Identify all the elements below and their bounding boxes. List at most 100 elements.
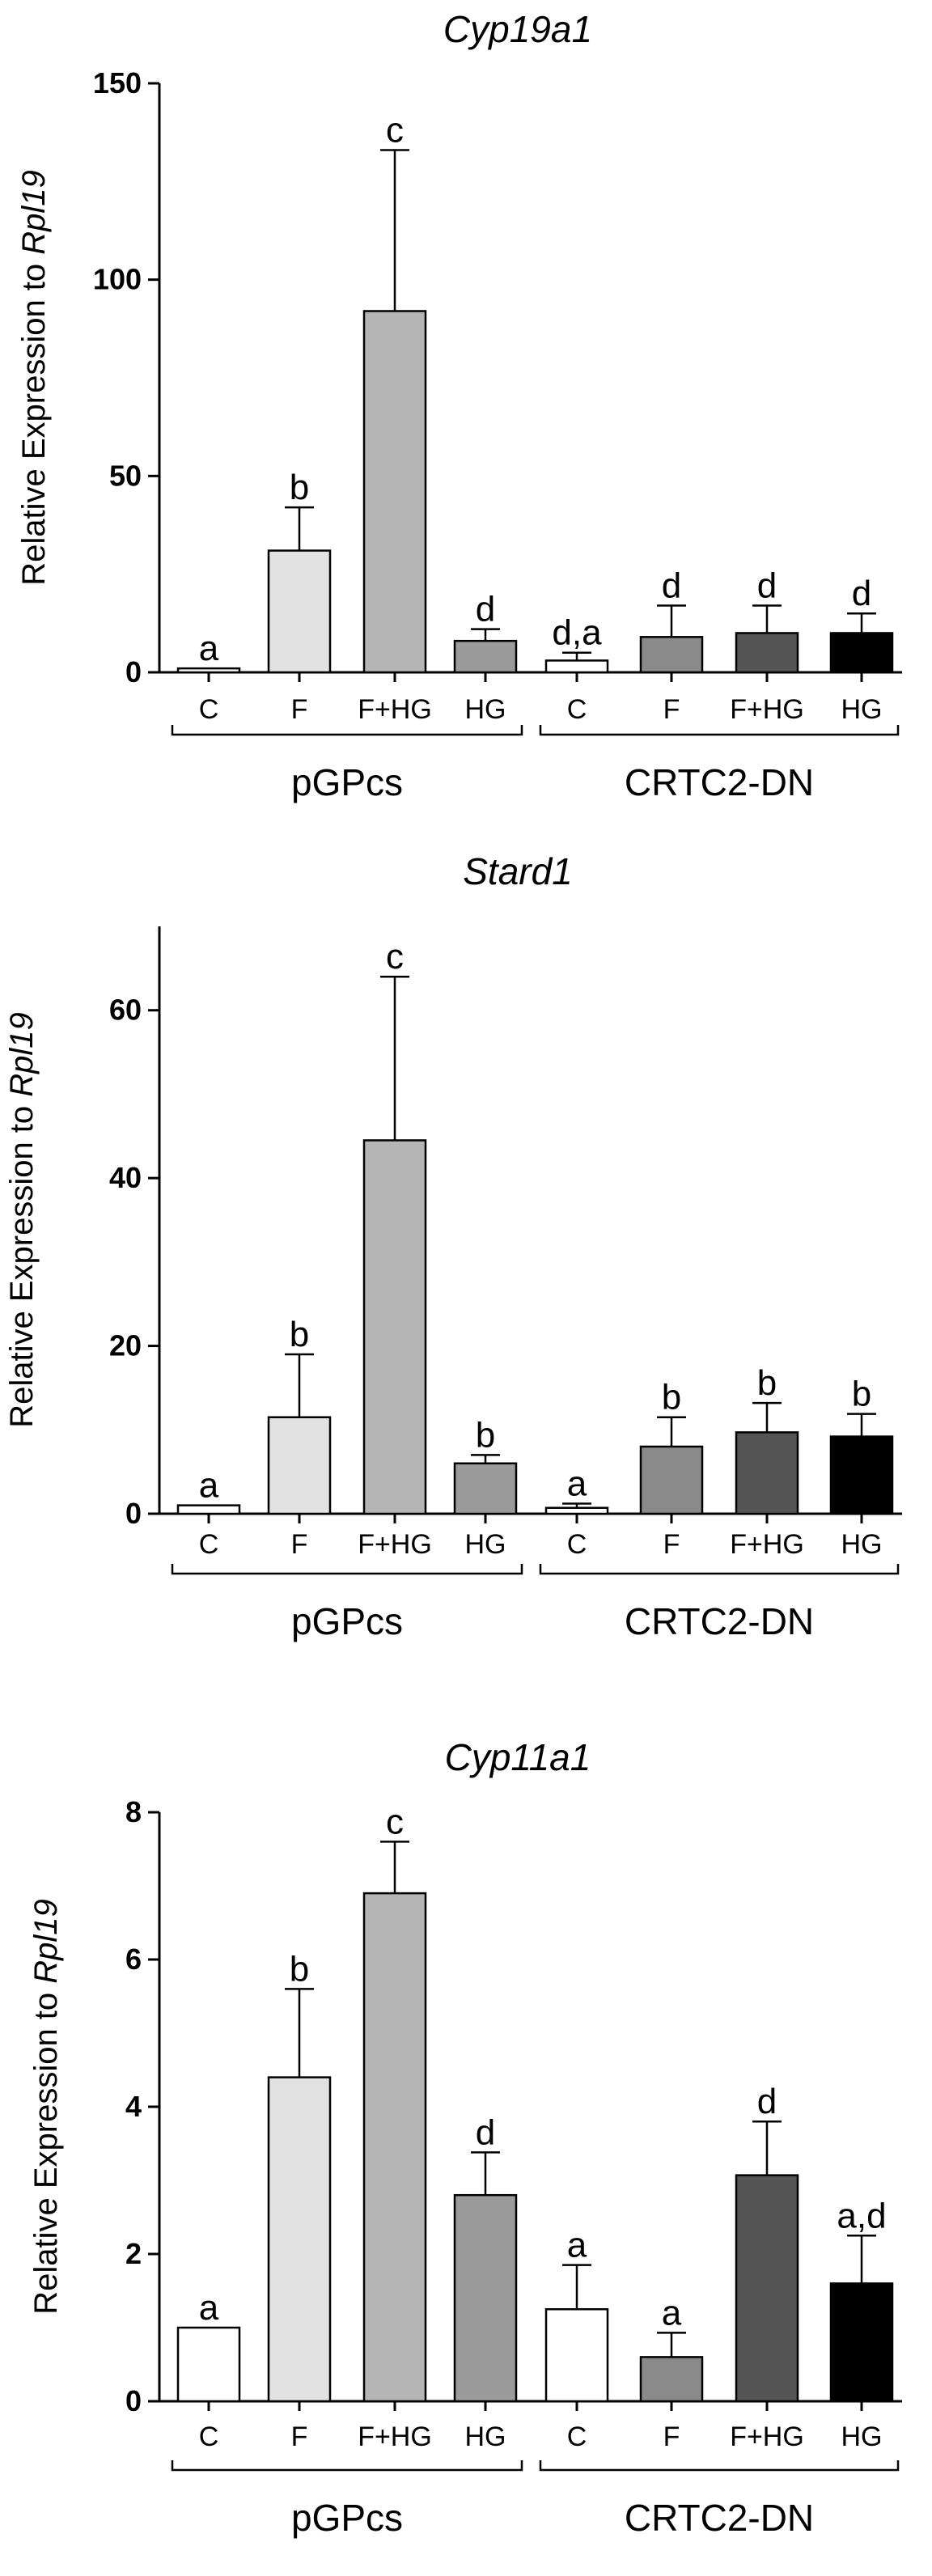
category-label: F [663, 1529, 680, 1560]
bar [267, 2076, 332, 2403]
significance-label: b [662, 1378, 681, 1417]
significance-label: c [386, 1802, 404, 1841]
group-bracket [539, 2460, 900, 2472]
bar [453, 2193, 518, 2403]
chart-title: Stard1 [463, 850, 573, 892]
significance-label: c [386, 937, 404, 977]
bar [362, 1139, 427, 1515]
panel-stard1: Stard1 Relative Expression to Rpl19 0 20 40 6… [4, 850, 902, 1642]
chart-title: Cyp19a1 [443, 8, 592, 50]
y-tick-label: 2 [125, 2237, 142, 2270]
category-label: C [199, 694, 219, 725]
y-tick-label: 100 [93, 263, 142, 296]
y-tick-label: 40 [109, 1161, 142, 1194]
y-tick-label: 8 [125, 1795, 142, 1828]
significance-label: a [567, 1464, 587, 1504]
y-axis-label-gene: Rpl19 [4, 1012, 40, 1097]
significance-label: b [290, 1949, 309, 1989]
bar [544, 2308, 609, 2403]
y-tick-label: 150 [93, 66, 142, 100]
significance-label: d [757, 2082, 777, 2121]
y-axis-label: Relative Expression to Rpl19 [4, 1012, 40, 1428]
y-tick-label: 0 [125, 655, 142, 688]
significance-label: d [757, 566, 777, 605]
bar [639, 2356, 704, 2403]
y-axis-label: Relative Expression to Rpl19 [16, 170, 52, 586]
significance-label: a [199, 1466, 219, 1506]
category-label: F [291, 694, 308, 725]
bar [267, 549, 332, 674]
bar [176, 2326, 241, 2403]
category-label: HG [465, 2421, 506, 2452]
category-label: C [567, 694, 587, 725]
significance-label: a [199, 2288, 219, 2328]
group-bracket [539, 725, 900, 736]
group-label: pGPcs [291, 2497, 403, 2539]
y-tick-label: 60 [109, 994, 142, 1027]
significance-label: b [757, 1363, 777, 1403]
bar [735, 1431, 799, 1515]
group-bracket [171, 725, 523, 736]
bar [829, 1435, 894, 1515]
bar [453, 1462, 518, 1515]
group-bracket [171, 1564, 523, 1575]
significance-label: b [852, 1375, 871, 1414]
chart-title: Cyp11a1 [445, 1736, 591, 1778]
significance-label: a,d [837, 2196, 886, 2235]
category-label: C [567, 1529, 587, 1560]
significance-label: d [662, 566, 681, 605]
significance-label: d [476, 2112, 495, 2152]
significance-label: a [199, 629, 219, 668]
bar [267, 1416, 332, 1515]
bar [176, 1504, 241, 1515]
y-tick-label: 0 [125, 2384, 142, 2417]
panel-cyp11a1: Cyp11a1 Relative Expression to Rpl19 0 2 4 6 8… [28, 1736, 902, 2539]
bar [176, 667, 241, 674]
bar [362, 1892, 427, 2403]
bar [453, 639, 518, 674]
category-label: F+HG [730, 1529, 804, 1560]
group-label: pGPcs [291, 761, 403, 803]
significance-label: d [476, 590, 495, 629]
y-axis-label-text: Relative Expression to [28, 1984, 64, 2315]
panel-cyp19a1: Cyp19a1 Relative Expression to Rpl19 0 50 10… [16, 8, 902, 803]
bar [544, 659, 609, 674]
category-label: C [199, 2421, 219, 2452]
y-axis-label: Relative Expression to Rpl19 [28, 1899, 64, 2315]
bar [829, 2282, 894, 2403]
group-label: CRTC2-DN [625, 761, 814, 803]
y-axis-label-text: Relative Expression to [16, 255, 52, 586]
category-label: F [291, 1529, 308, 1560]
significance-label: d,a [552, 613, 602, 653]
group-label: CRTC2-DN [625, 2497, 814, 2539]
category-label: HG [465, 1529, 506, 1560]
bar [829, 632, 894, 674]
significance-label: b [290, 1315, 309, 1354]
category-label: F+HG [730, 694, 804, 725]
bar [735, 632, 799, 674]
category-label: HG [841, 694, 883, 725]
y-axis-label-gene: Rpl19 [16, 170, 52, 255]
category-label: C [567, 2421, 587, 2452]
significance-label: b [476, 1415, 495, 1455]
group-label: CRTC2-DN [625, 1600, 814, 1642]
bar [639, 636, 704, 674]
significance-label: d [852, 574, 871, 613]
significance-label: a [567, 2226, 587, 2265]
category-label: F+HG [730, 2421, 804, 2452]
group-label: pGPcs [291, 1600, 403, 1642]
category-label: HG [465, 694, 506, 725]
category-label: F+HG [358, 2421, 432, 2452]
bar [362, 310, 427, 674]
bar [639, 1445, 704, 1515]
y-tick-label: 4 [125, 2090, 142, 2123]
category-label: HG [841, 2421, 883, 2452]
bar [544, 1506, 609, 1515]
y-tick-label: 0 [125, 1497, 142, 1530]
category-label: F [291, 2421, 308, 2452]
significance-label: b [290, 468, 309, 507]
group-bracket [539, 1564, 900, 1575]
significance-label: a [662, 2293, 682, 2332]
y-tick-label: 20 [109, 1329, 142, 1362]
